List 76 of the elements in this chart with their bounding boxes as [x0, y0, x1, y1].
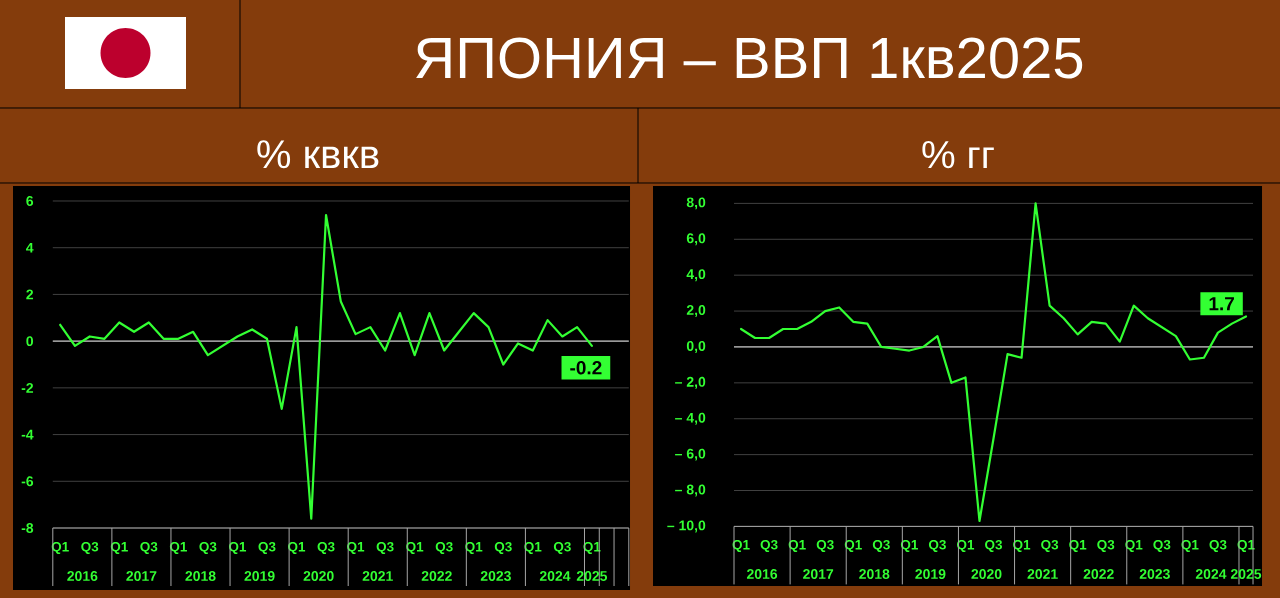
x-tick-label: Q3	[81, 541, 99, 555]
data-label: -0.2	[570, 361, 602, 375]
y-tick-label: 4,0	[686, 269, 706, 282]
text: 2020	[971, 569, 1002, 579]
x-tick-label: Q3	[376, 541, 394, 555]
x-tick-label: Q3	[816, 539, 834, 553]
x-tick-label: Q1	[1237, 539, 1255, 553]
x-tick-label: Q1	[347, 541, 365, 555]
y-tick-label: – 6,0	[675, 448, 706, 461]
text: 2024	[1195, 569, 1227, 579]
x-tick-label: Q1	[732, 539, 750, 553]
x-tick-label: Q1	[51, 541, 69, 555]
text: 2016	[67, 571, 98, 581]
chart-subtitle: % гг	[922, 140, 994, 169]
x-tick-label: Q1	[900, 539, 918, 553]
y-tick-label: 8,0	[686, 197, 706, 210]
x-tick-label: Q1	[1181, 539, 1199, 553]
x-tick-label: Q3	[494, 541, 512, 555]
x-tick-label: Q3	[760, 539, 778, 553]
text: 2017	[803, 569, 834, 579]
x-tick-label: Q1	[1125, 539, 1143, 553]
x-tick-label: Q1	[844, 539, 862, 553]
x-tick-label: Q3	[140, 541, 158, 555]
text: 2024	[539, 571, 571, 581]
y-tick-label: 4	[26, 242, 34, 253]
x-tick-label: Q3	[258, 541, 276, 555]
text: 2022	[421, 571, 452, 581]
x-tick-label: Q1	[406, 541, 424, 555]
text: 2023	[1139, 569, 1170, 579]
x-tick-label: Q1	[288, 541, 306, 555]
x-tick-label: Q1	[110, 541, 128, 555]
text: 2025	[1230, 569, 1262, 579]
y-tick-label: -8	[21, 523, 34, 533]
text: 2018	[185, 571, 216, 581]
x-tick-label: Q3	[1153, 539, 1171, 553]
text: 2023	[480, 571, 511, 581]
x-tick-label: Q1	[169, 541, 187, 555]
y-tick-label: 6	[26, 196, 34, 206]
x-tick-label: Q3	[1041, 539, 1059, 553]
text: 2021	[1027, 569, 1058, 579]
text: 2018	[859, 569, 890, 579]
text: ЯПОНИЯ – ВВП 1кв2025	[416, 37, 1083, 79]
x-tick-label: Q1	[1069, 539, 1087, 553]
y-tick-label: 6,0	[686, 233, 706, 246]
data-label: 1.7	[1209, 297, 1234, 311]
y-tick-label: 2	[26, 289, 34, 300]
text: 2016	[746, 569, 778, 579]
y-tick-label: 2,0	[686, 305, 706, 318]
x-tick-label: Q3	[435, 541, 453, 555]
x-tick-label: Q3	[928, 539, 946, 553]
y-tick-label: -2	[21, 382, 34, 393]
y-tick-label: -6	[21, 476, 34, 487]
text: 2022	[1083, 569, 1114, 579]
text: 2021	[362, 571, 393, 581]
x-tick-label: Q3	[1209, 539, 1227, 553]
x-tick-label: Q3	[872, 539, 890, 553]
x-tick-label: Q3	[553, 541, 571, 555]
y-tick-label: -4	[21, 429, 34, 440]
y-tick-label: 0,0	[686, 340, 706, 353]
x-tick-label: Q3	[317, 541, 335, 555]
x-tick-label: Q3	[1097, 539, 1115, 553]
y-tick-label: – 8,0	[675, 484, 706, 497]
y-tick-label: – 4,0	[675, 412, 706, 425]
y-tick-label: – 2,0	[675, 376, 706, 389]
y-tick-label: – 10,0	[667, 520, 706, 533]
text: 2019	[244, 571, 275, 581]
text: 2019	[915, 569, 946, 579]
text: 2020	[303, 571, 334, 581]
x-tick-label: Q3	[985, 539, 1003, 553]
chart-subtitle: % квкв	[257, 140, 379, 169]
x-tick-label: Q1	[788, 539, 806, 553]
y-tick-label: 0	[26, 336, 34, 347]
x-tick-label: Q1	[465, 541, 483, 555]
x-tick-label: Q3	[199, 541, 217, 555]
text: 2017	[126, 571, 157, 581]
x-tick-label: Q1	[228, 541, 247, 555]
